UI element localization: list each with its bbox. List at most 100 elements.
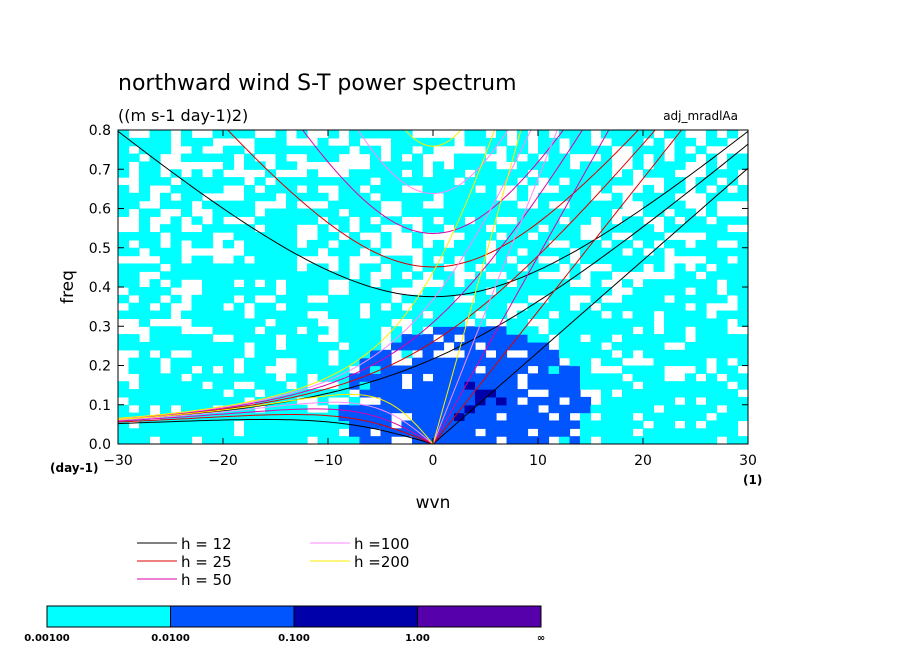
spectrum-cell xyxy=(359,294,371,304)
spectrum-cell xyxy=(485,396,497,406)
x-tick-label: 0 xyxy=(429,453,438,469)
spectrum-cell xyxy=(716,310,728,319)
spectrum-cell xyxy=(548,326,560,335)
spectrum-cell xyxy=(580,365,592,374)
spectrum-cell xyxy=(128,247,140,257)
spectrum-cell xyxy=(632,436,644,444)
spectrum-cell xyxy=(286,216,298,225)
spectrum-cell xyxy=(223,396,235,406)
spectrum-cell xyxy=(391,161,403,170)
spectrum-cell xyxy=(569,357,581,367)
spectrum-cell xyxy=(653,341,665,351)
spectrum-cell xyxy=(559,341,571,351)
spectrum-cell xyxy=(548,247,560,257)
spectrum-cell xyxy=(716,381,728,390)
spectrum-cell xyxy=(170,396,182,406)
spectrum-cell xyxy=(674,326,686,335)
spectrum-cell xyxy=(664,184,676,194)
spectrum-cell xyxy=(685,153,697,162)
spectrum-cell xyxy=(664,318,676,327)
spectrum-cell xyxy=(254,271,266,280)
spectrum-cell xyxy=(590,404,602,414)
spectrum-cell xyxy=(517,137,529,147)
spectrum-cell xyxy=(653,357,665,367)
spectrum-cell xyxy=(433,137,445,147)
spectrum-cell xyxy=(443,169,455,178)
spectrum-cell xyxy=(580,341,592,351)
spectrum-cell xyxy=(328,145,340,155)
spectrum-cell xyxy=(380,239,392,249)
spectrum-cell xyxy=(170,294,182,304)
spectrum-cell xyxy=(233,436,245,444)
spectrum-cell xyxy=(149,161,161,170)
spectrum-cell xyxy=(370,145,382,155)
spectrum-cell xyxy=(391,310,403,319)
spectrum-cell xyxy=(286,271,298,280)
spectrum-cell xyxy=(580,200,592,210)
spectrum-cell xyxy=(149,130,161,139)
spectrum-cell xyxy=(517,287,529,296)
spectrum-cell xyxy=(716,428,728,437)
spectrum-cell xyxy=(664,161,676,170)
spectrum-cell xyxy=(412,420,424,429)
spectrum-cell xyxy=(422,184,434,194)
spectrum-cell xyxy=(506,357,518,367)
spectrum-cell xyxy=(338,373,350,382)
spectrum-cell xyxy=(254,232,266,241)
y-tick-label: 0.3 xyxy=(89,319,111,335)
spectrum-cell xyxy=(254,396,266,406)
spectrum-cell xyxy=(653,263,665,272)
spectrum-cell xyxy=(580,208,592,217)
spectrum-cell xyxy=(664,302,676,312)
spectrum-cell xyxy=(632,341,644,351)
spectrum-cell xyxy=(464,365,476,374)
spectrum-cell xyxy=(275,145,287,155)
spectrum-cell xyxy=(643,396,655,406)
spectrum-cell xyxy=(695,334,707,343)
spectrum-cell xyxy=(338,247,350,257)
spectrum-cell xyxy=(233,389,245,398)
spectrum-cell xyxy=(286,294,298,304)
spectrum-cell xyxy=(391,365,403,374)
spectrum-cell xyxy=(527,412,539,422)
spectrum-cell xyxy=(265,239,277,249)
spectrum-cell xyxy=(653,396,665,406)
spectrum-cell xyxy=(517,334,529,343)
spectrum-cell xyxy=(674,287,686,296)
spectrum-cell xyxy=(590,287,602,296)
spectrum-cell xyxy=(286,412,298,422)
spectrum-cell xyxy=(170,263,182,272)
spectrum-cell xyxy=(517,318,529,327)
spectrum-cell xyxy=(212,436,224,444)
spectrum-cell xyxy=(601,334,613,343)
spectrum-cell xyxy=(622,404,634,414)
spectrum-cell xyxy=(433,302,445,312)
spectrum-cell xyxy=(349,287,361,296)
spectrum-cell xyxy=(590,208,602,217)
spectrum-cell xyxy=(454,420,466,429)
spectrum-cell xyxy=(328,341,340,351)
spectrum-cell xyxy=(643,310,655,319)
spectrum-cell xyxy=(632,373,644,382)
spectrum-cell xyxy=(538,216,550,225)
spectrum-cell xyxy=(307,177,319,186)
spectrum-cell xyxy=(244,294,256,304)
spectrum-cell xyxy=(118,200,130,210)
spectrum-cell xyxy=(401,310,413,319)
spectrum-cell xyxy=(149,357,161,367)
spectrum-cell xyxy=(181,404,193,414)
spectrum-cell xyxy=(622,263,634,272)
spectrum-cell xyxy=(716,420,728,429)
spectrum-cell xyxy=(401,130,413,139)
y-tick-label: 0.8 xyxy=(89,123,111,139)
spectrum-cell xyxy=(149,232,161,241)
spectrum-cell xyxy=(485,137,497,147)
spectrum-cell xyxy=(727,153,739,162)
spectrum-cell xyxy=(611,239,623,249)
spectrum-cell xyxy=(391,341,403,351)
spectrum-cell xyxy=(296,428,308,437)
spectrum-cell xyxy=(391,326,403,335)
spectrum-cell xyxy=(370,247,382,257)
spectrum-cell xyxy=(359,263,371,272)
spectrum-cell xyxy=(706,436,718,444)
